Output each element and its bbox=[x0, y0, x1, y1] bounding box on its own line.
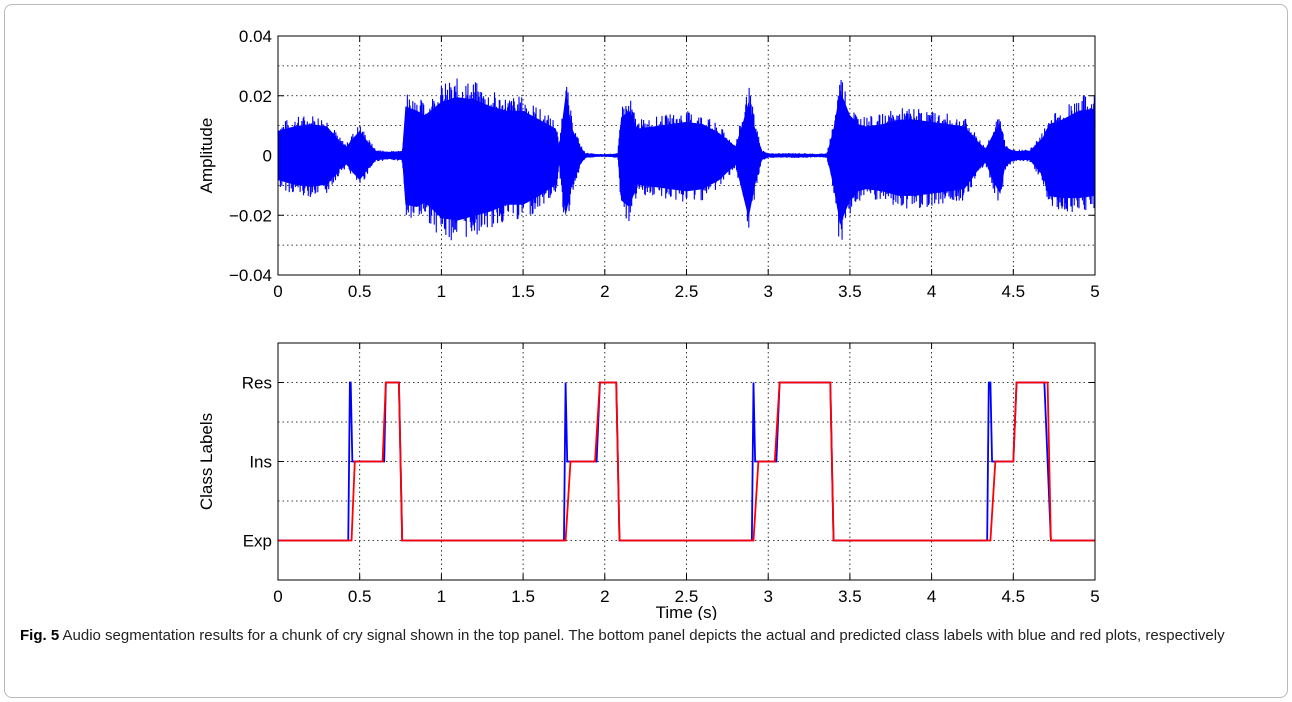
x-tick-label: 0 bbox=[273, 282, 282, 301]
x-tick-label: 1.5 bbox=[511, 587, 535, 606]
y-tick-label: Ins bbox=[249, 453, 272, 472]
y-tick-label: 0.04 bbox=[239, 27, 272, 46]
x-tick-label: 3.5 bbox=[838, 282, 862, 301]
x-tick-label: 2.5 bbox=[675, 587, 699, 606]
waveform-body bbox=[278, 90, 1095, 225]
x-tick-label: 5 bbox=[1090, 282, 1099, 301]
x-tick-label: 4 bbox=[927, 587, 936, 606]
y-axis-title: Amplitude bbox=[197, 118, 216, 194]
y-tick-label: Res bbox=[242, 374, 272, 393]
x-tick-label: 1 bbox=[437, 587, 446, 606]
class-labels-panel: 0 0.5 1 1.5 2 2.5 3 3.5 4 4.5 5 Exp Ins Res Class Labe… bbox=[197, 342, 1100, 620]
x-tick-label: 4.5 bbox=[1001, 282, 1025, 301]
y-tick-label: Exp bbox=[243, 532, 272, 551]
x-tick-label: 0.5 bbox=[348, 282, 372, 301]
x-tick-label: 5 bbox=[1090, 587, 1099, 606]
x-tick-label: 3.5 bbox=[838, 587, 862, 606]
x-tick-label: 3 bbox=[763, 282, 772, 301]
x-tick-label: 4.5 bbox=[1001, 587, 1025, 606]
amplitude-panel: 0 0.5 1 1.5 2 2.5 3 3.5 4 4.5 5 −0.04 −0.02 0 0.02 0.04… bbox=[197, 27, 1100, 301]
x-axis-title: Time (s) bbox=[656, 603, 718, 620]
y-tick-label: −0.02 bbox=[229, 206, 272, 225]
x-tick-label: 1.5 bbox=[511, 282, 535, 301]
y-tick-label: 0 bbox=[263, 147, 272, 166]
axes-box bbox=[277, 342, 1096, 581]
x-tick-label: 3 bbox=[763, 587, 772, 606]
predicted-labels-series bbox=[278, 381, 1095, 542]
y-tick-label: −0.04 bbox=[229, 266, 272, 285]
x-tick-label: 2 bbox=[600, 282, 609, 301]
y-tick-label: 0.02 bbox=[239, 87, 272, 106]
caption-label: Fig. 5 bbox=[20, 627, 60, 644]
figure-caption: Fig. 5 Audio segmentation results for a … bbox=[20, 624, 1260, 647]
x-tick-label: 2 bbox=[600, 587, 609, 606]
x-tick-label: 0 bbox=[273, 587, 282, 606]
caption-text: Audio segmentation results for a chunk o… bbox=[59, 627, 1225, 644]
x-tick-label: 1 bbox=[437, 282, 446, 301]
axes-box bbox=[277, 35, 1096, 276]
x-tick-label: 4 bbox=[927, 282, 936, 301]
chart-canvas: 0 0.5 1 1.5 2 2.5 3 3.5 4 4.5 5 −0.04 −0.02 0 0.02 0.04… bbox=[197, 27, 1100, 620]
x-tick-label: 2.5 bbox=[675, 282, 699, 301]
x-tick-label: 0.5 bbox=[348, 587, 372, 606]
y-axis-title: Class Labels bbox=[197, 413, 216, 510]
